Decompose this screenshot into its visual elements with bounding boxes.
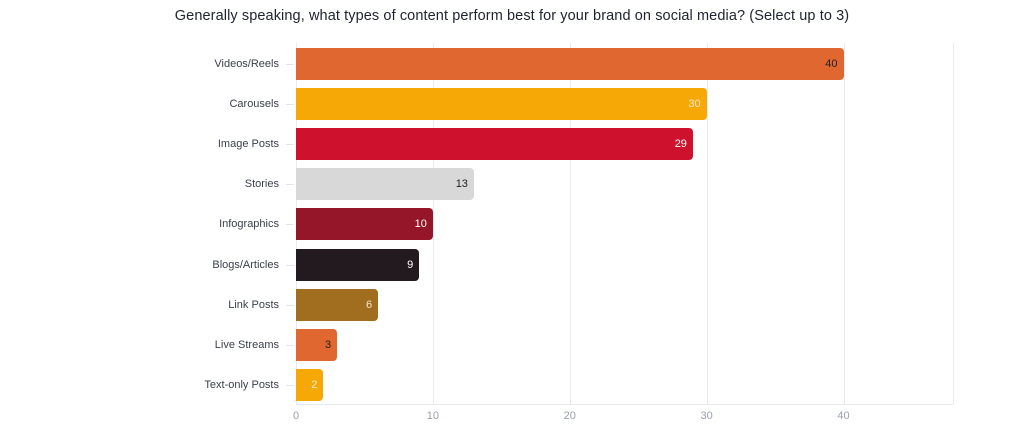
y-category-label: Live Streams — [214, 338, 279, 351]
y-category-label: Infographics — [219, 218, 279, 231]
x-tick-label: 0 — [292, 410, 300, 422]
bar[interactable]: 3 — [296, 328, 338, 361]
bar[interactable]: 2 — [296, 369, 324, 402]
y-tick — [286, 184, 294, 186]
bar-value-label: 2 — [311, 379, 318, 392]
y-tick — [286, 344, 294, 346]
bar-value-label: 29 — [674, 137, 687, 150]
bar[interactable]: 40 — [296, 47, 844, 80]
y-category-label: Stories — [244, 178, 279, 191]
y-category-label: Carousels — [229, 97, 279, 110]
y-tick — [286, 103, 294, 105]
y-tick — [286, 143, 294, 145]
y-category-label: Link Posts — [228, 298, 279, 311]
bar[interactable]: 29 — [296, 127, 693, 160]
bar-value-label: 30 — [688, 97, 701, 110]
x-tick-label: 20 — [563, 410, 576, 422]
y-category-label: Text-only Posts — [204, 379, 279, 392]
bar[interactable]: 10 — [296, 208, 433, 241]
bar-value-label: 9 — [407, 258, 414, 271]
bar-value-label: 3 — [324, 338, 332, 351]
y-tick — [286, 304, 294, 306]
y-tick — [286, 63, 294, 65]
x-tick-label: 30 — [700, 410, 713, 422]
bar[interactable]: 6 — [296, 288, 379, 321]
bar[interactable]: 13 — [296, 168, 474, 201]
bar-value-label: 6 — [366, 298, 373, 311]
gridline — [432, 43, 434, 404]
gridline — [843, 43, 845, 404]
y-category-label: Videos/Reels — [214, 57, 279, 70]
y-category-label: Blogs/Articles — [212, 258, 279, 271]
gridline — [706, 43, 708, 404]
y-tick — [286, 264, 294, 266]
y-tick — [286, 224, 294, 226]
y-tick — [286, 385, 294, 387]
bar-value-label: 13 — [455, 178, 468, 191]
y-category-label: Image Posts — [217, 137, 279, 150]
x-tick-label: 10 — [426, 410, 439, 422]
bar-value-label: 10 — [414, 218, 427, 231]
gridline — [569, 43, 571, 404]
x-tick-label: 40 — [837, 410, 850, 422]
bar[interactable]: 9 — [296, 248, 420, 281]
bar[interactable]: 30 — [296, 87, 707, 120]
bar-value-label: 40 — [825, 57, 838, 70]
chart-title: Generally speaking, what types of conten… — [174, 8, 850, 24]
